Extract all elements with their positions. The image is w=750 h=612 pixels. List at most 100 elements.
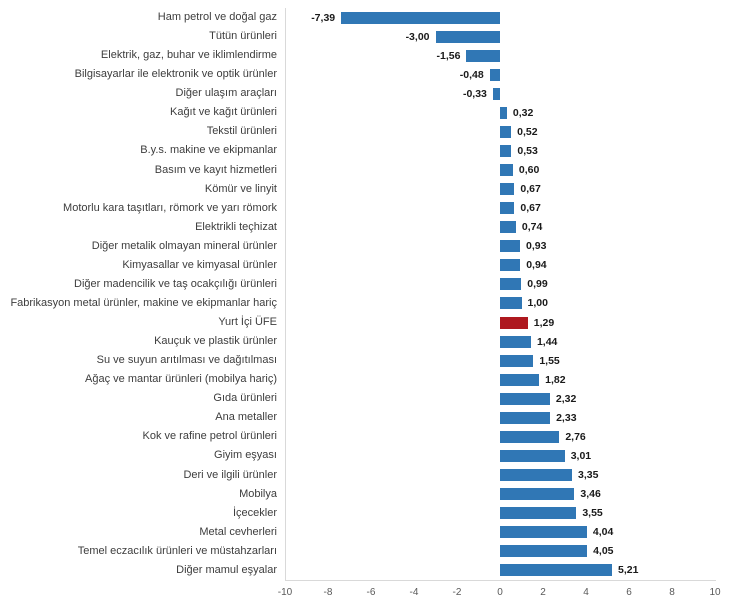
value-label: 1,82 <box>545 373 566 386</box>
bar[interactable] <box>500 488 575 501</box>
plot-cell: 4,05 <box>285 542 715 561</box>
plot-cell: 0,52 <box>285 122 715 141</box>
category-label: Tütün ürünleri <box>209 30 277 43</box>
bar[interactable] <box>500 259 521 272</box>
bar[interactable] <box>500 106 507 119</box>
plot-cell: 3,01 <box>285 446 715 465</box>
plot-cell: 0,93 <box>285 237 715 256</box>
bar-row: Elektrikli teçhizat 0,74 <box>0 218 750 237</box>
bar-row: Su ve suyun arıtılması ve dağıtılması 1,5… <box>0 351 750 370</box>
bar-row: Diğer metalik olmayan mineral ürünler 0,9… <box>0 237 750 256</box>
bar[interactable] <box>500 164 513 177</box>
plot-cell: 0,67 <box>285 180 715 199</box>
category-label: Kauçuk ve plastik ürünler <box>154 335 277 348</box>
bar-row: Tütün ürünleri -3,00 <box>0 27 750 46</box>
bar-row: Motorlu kara taşıtları, römork ve yarı r… <box>0 199 750 218</box>
bar-row: Diğer madencilik ve taş ocakçılığı ürünl… <box>0 275 750 294</box>
x-axis-tick-label: -8 <box>323 587 333 598</box>
category-label: Kimyasallar ve kimyasal ürünler <box>122 258 277 271</box>
category-label: Ağaç ve mantar ürünleri (mobilya hariç) <box>85 373 277 386</box>
category-label: Gıda ürünleri <box>213 392 277 405</box>
x-axis-tick-label: 10 <box>709 587 721 598</box>
category-label: Diğer mamul eşyalar <box>176 563 277 576</box>
bar[interactable] <box>466 49 500 62</box>
bar[interactable] <box>500 545 588 558</box>
bar[interactable] <box>500 449 565 462</box>
bar[interactable] <box>500 564 612 577</box>
plot-cell: 1,55 <box>285 351 715 370</box>
bar-row: B.y.s. makine ve ekipmanlar 0,53 <box>0 141 750 160</box>
bar[interactable] <box>500 526 587 539</box>
bar[interactable] <box>500 373 540 386</box>
bar[interactable] <box>500 202 515 215</box>
bar[interactable] <box>500 411 551 424</box>
category-label: Motorlu kara taşıtları, römork ve yarı r… <box>63 201 277 214</box>
bar[interactable] <box>500 335 531 348</box>
value-label: -7,39 <box>311 11 336 24</box>
bar[interactable] <box>489 68 500 81</box>
bar[interactable] <box>500 221 516 234</box>
bar-row: Mobilya 3,46 <box>0 485 750 504</box>
category-label: Tekstil ürünleri <box>206 125 277 138</box>
bar[interactable] <box>500 183 515 196</box>
x-axis-tick-label: -2 <box>452 587 462 598</box>
bar[interactable] <box>435 30 500 43</box>
bar-row: İçecekler 3,55 <box>0 504 750 523</box>
bar-row: Ağaç ve mantar ürünleri (mobilya hariç) 1… <box>0 370 750 389</box>
plot-cell: -7,39 <box>285 8 715 27</box>
plot-cell: 1,29 <box>285 313 715 332</box>
value-label: 2,32 <box>555 392 577 405</box>
bar[interactable] <box>500 278 522 291</box>
bar[interactable] <box>492 87 500 100</box>
bar-row: Gıda ürünleri 2,32 <box>0 389 750 408</box>
category-label: Kok ve rafine petrol ürünleri <box>142 430 277 443</box>
category-label: Metal cevherleri <box>199 525 277 538</box>
bar[interactable] <box>500 125 512 138</box>
value-label: -0,48 <box>459 68 484 81</box>
value-label: 5,21 <box>618 564 639 577</box>
bar-row: Basım ve kayıt hizmetleri 0,60 <box>0 161 750 180</box>
category-label: Kömür ve linyit <box>204 182 277 195</box>
value-label: 0,52 <box>517 125 538 138</box>
value-label: 0,99 <box>527 278 548 291</box>
value-label: 2,76 <box>565 430 586 443</box>
bar-row: Diğer mamul eşyalar 5,21 <box>0 561 750 580</box>
bar[interactable] <box>500 507 577 520</box>
category-label: Elektrikli teçhizat <box>195 220 277 233</box>
plot-cell: 0,32 <box>285 103 715 122</box>
value-label: 4,04 <box>592 525 614 538</box>
plot-cell: 5,21 <box>285 561 715 580</box>
value-label: 1,44 <box>536 335 558 348</box>
value-label: 0,74 <box>521 220 543 233</box>
value-label: 3,46 <box>580 487 601 500</box>
plot-cell: -3,00 <box>285 27 715 46</box>
value-label: 1,55 <box>539 354 560 367</box>
value-label: 3,01 <box>570 449 592 462</box>
value-label: 0,67 <box>520 201 541 214</box>
value-label: 3,35 <box>578 468 599 481</box>
bar-row: Tekstil ürünleri 0,52 <box>0 122 750 141</box>
x-axis-tick-label: 6 <box>626 587 632 598</box>
value-label: 0,93 <box>525 240 547 253</box>
value-label: 3,55 <box>582 506 603 519</box>
bar-row: Temel eczacılık ürünleri ve müstahzarlar… <box>0 542 750 561</box>
bar[interactable] <box>500 240 520 253</box>
bar[interactable] <box>500 144 512 157</box>
bar[interactable] <box>500 392 550 405</box>
highlight-bar[interactable] <box>500 316 528 329</box>
category-label: Giyim eşyası <box>214 449 277 462</box>
bar[interactable] <box>341 11 500 24</box>
plot-cell: 0,94 <box>285 256 715 275</box>
bar[interactable] <box>500 297 522 310</box>
value-label: 0,67 <box>520 182 541 195</box>
bar[interactable] <box>500 469 573 482</box>
category-label: Diğer ulaşım araçları <box>175 87 277 100</box>
plot-cell: 4,04 <box>285 523 715 542</box>
bar[interactable] <box>500 354 534 367</box>
plot-cell: 1,44 <box>285 332 715 351</box>
plot-cell: 0,74 <box>285 218 715 237</box>
bar[interactable] <box>500 430 560 443</box>
category-label: Basım ve kayıt hizmetleri <box>154 163 277 176</box>
bar-row: Kömür ve linyit 0,67 <box>0 180 750 199</box>
